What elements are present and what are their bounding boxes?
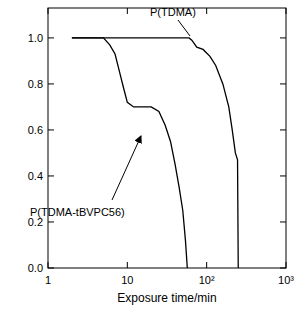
x-tick-top (206, 8, 207, 14)
series-label: P(TDMA) (150, 6, 196, 18)
y-tick-label: 0.6 (28, 124, 43, 136)
y-tick-label: 0.4 (28, 170, 43, 182)
x-tick-label: 10³ (278, 274, 294, 286)
y-tick (48, 221, 54, 222)
x-tick-top (48, 8, 49, 14)
annotation-pointer (178, 20, 190, 36)
series-line (72, 38, 238, 268)
x-tick-top (127, 8, 128, 14)
annotation-pointer (112, 136, 141, 200)
y-tick (48, 83, 54, 84)
y-tick-label: 0.8 (28, 78, 43, 90)
x-tick (206, 262, 207, 268)
chart: 11010²10³0.00.20.40.60.81.0Exposure time… (0, 0, 300, 324)
plot-area (72, 38, 238, 268)
x-tick-label: 10² (199, 274, 215, 286)
x-tick (127, 262, 128, 268)
y-tick-label: 1.0 (28, 32, 43, 44)
x-tick (286, 262, 287, 268)
y-tick (48, 37, 54, 38)
y-tick-right (280, 221, 286, 222)
plot-frame (48, 8, 286, 268)
x-tick-top (286, 8, 287, 14)
y-tick-right (280, 268, 286, 269)
x-tick-label: 10 (121, 274, 133, 286)
x-axis-label: Exposure time/min (117, 291, 216, 305)
x-tick (48, 262, 49, 268)
y-tick-right (280, 37, 286, 38)
y-tick-right (280, 83, 286, 84)
x-tick-label: 1 (45, 274, 51, 286)
y-tick (48, 129, 54, 130)
series-label: P(TDMA-tBVPC56) (30, 206, 125, 218)
y-tick-right (280, 175, 286, 176)
y-tick-label: 0.0 (28, 262, 43, 274)
y-tick (48, 268, 54, 269)
y-tick-right (280, 129, 286, 130)
y-tick (48, 175, 54, 176)
series-line (72, 38, 187, 268)
